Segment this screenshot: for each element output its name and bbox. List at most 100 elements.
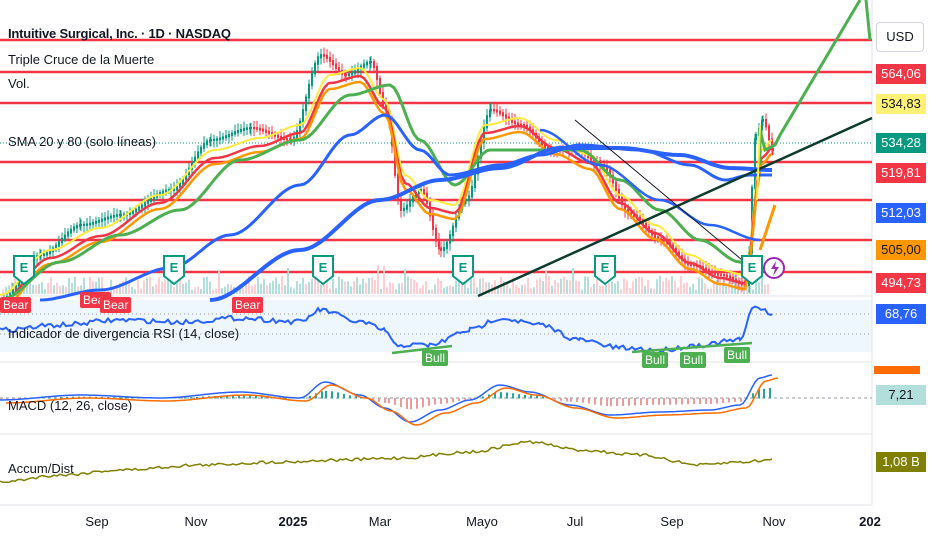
candle-body bbox=[225, 135, 227, 139]
x-tick-label-0: Sep bbox=[85, 514, 109, 529]
indicator-triple-cruce-label[interactable]: Triple Cruce de la Muerte bbox=[8, 52, 155, 67]
candle-body bbox=[455, 216, 457, 228]
macd-signal-line bbox=[6, 377, 779, 426]
volume-bar bbox=[182, 283, 184, 294]
bull-signal-tag-4[interactable]: Bull bbox=[724, 347, 751, 363]
candle-body bbox=[765, 119, 767, 128]
volume-bar bbox=[497, 286, 499, 294]
volume-bar bbox=[719, 277, 721, 294]
macd-hist-bar bbox=[560, 398, 562, 401]
accum-dist-panel-label[interactable]: Accum/Dist bbox=[8, 461, 74, 476]
candle-body bbox=[465, 199, 467, 202]
candle-body bbox=[452, 225, 454, 237]
volume-bar bbox=[767, 284, 769, 294]
candle-body bbox=[317, 56, 319, 65]
bear-signal-tag-3[interactable]: Bear bbox=[100, 297, 132, 313]
x-tick-label-4: Mayo bbox=[466, 514, 498, 529]
candle-body bbox=[645, 222, 647, 229]
candle-body bbox=[138, 206, 140, 211]
macd-hist-bar bbox=[416, 398, 418, 409]
macd-hist-bar bbox=[113, 397, 115, 399]
volume-bar bbox=[626, 280, 628, 294]
macd-hist-bar bbox=[763, 388, 765, 399]
volume-bar bbox=[104, 289, 106, 294]
macd-hist-bar bbox=[769, 387, 771, 399]
candle-body bbox=[73, 226, 75, 231]
volume-bar bbox=[266, 285, 268, 294]
volume-bar bbox=[704, 283, 706, 294]
earnings-e-marker-2: E bbox=[312, 255, 334, 286]
candle-body bbox=[499, 110, 501, 115]
candle-body bbox=[541, 140, 543, 146]
dividend-bolt bbox=[771, 261, 779, 276]
volume-bar bbox=[551, 285, 553, 294]
volume-bar bbox=[476, 287, 478, 294]
volume-bar bbox=[119, 283, 121, 294]
bull-signal-tag-1[interactable]: Bull bbox=[422, 350, 449, 366]
macd-hist-bar bbox=[0, 398, 2, 400]
earnings-e-icon-1[interactable] bbox=[14, 256, 34, 284]
volume-bar bbox=[608, 282, 610, 294]
volume-bar bbox=[281, 276, 283, 294]
macd-signal-badge bbox=[874, 366, 920, 374]
macd-hist-bar bbox=[734, 398, 736, 402]
currency-button[interactable]: USD bbox=[876, 22, 924, 52]
symbol-title[interactable]: Intuitive Surgical, Inc. · 1D · NASDAQ bbox=[8, 26, 231, 41]
macd-hist-bar bbox=[740, 398, 742, 402]
volume-bar bbox=[299, 283, 301, 294]
indicator-sma-label[interactable]: SMA 20 y 80 (solo líneas) bbox=[8, 134, 157, 149]
bull-signal-tag-2[interactable]: Bull bbox=[642, 352, 669, 368]
price-badge-5: 512,03 bbox=[876, 203, 926, 223]
macd-hist-bar bbox=[699, 398, 701, 405]
candle-body bbox=[237, 129, 239, 134]
macd-hist-bar bbox=[372, 398, 374, 400]
bull-signal-tag-3[interactable]: Bull bbox=[680, 352, 707, 368]
candle-body bbox=[526, 124, 528, 129]
volume-bar bbox=[335, 288, 337, 294]
volume-bar bbox=[470, 278, 472, 294]
candle-body bbox=[308, 83, 310, 99]
indicator-volume-label[interactable]: Vol. bbox=[8, 76, 30, 91]
volume-bar bbox=[161, 281, 163, 294]
earnings-e-icon-3[interactable] bbox=[313, 256, 333, 284]
volume-bar bbox=[449, 285, 451, 294]
ma-orange-line bbox=[0, 80, 773, 311]
volume-bar bbox=[191, 289, 193, 294]
price-badge-4: 519,81 bbox=[876, 163, 926, 183]
candle-body bbox=[354, 70, 356, 75]
volume-bar bbox=[29, 281, 31, 294]
volume-bar bbox=[68, 277, 70, 294]
bear-signal-tag-4[interactable]: Bear bbox=[232, 297, 264, 313]
candle-body bbox=[320, 54, 322, 59]
rsi-panel-label[interactable]: Indicador de divergencia RSI (14, close) bbox=[8, 326, 240, 341]
candle-body bbox=[231, 132, 233, 136]
macd-hist-bar bbox=[119, 397, 121, 399]
bear-signal-tag-1[interactable]: Bear bbox=[0, 297, 32, 313]
volume-bar bbox=[554, 279, 556, 294]
volume-bar bbox=[56, 282, 58, 294]
volume-bar bbox=[701, 278, 703, 294]
volume-bar bbox=[401, 282, 403, 294]
volume-bar bbox=[158, 277, 160, 294]
candle-body bbox=[219, 137, 221, 141]
earnings-e-icon-4[interactable] bbox=[453, 256, 473, 284]
candle-body bbox=[329, 56, 331, 62]
volume-bar bbox=[422, 285, 424, 294]
volume-bar bbox=[38, 284, 40, 294]
candle-body bbox=[720, 273, 722, 276]
earnings-e-shape bbox=[163, 255, 185, 286]
macd-hist-bar bbox=[384, 398, 386, 403]
candle-body bbox=[590, 156, 592, 161]
earnings-e-icon-2[interactable] bbox=[164, 256, 184, 284]
volume-bar bbox=[533, 287, 535, 294]
macd-panel-label[interactable]: MACD (12, 26, close) bbox=[8, 398, 133, 413]
earnings-e-icon-5[interactable] bbox=[595, 256, 615, 284]
candle-body bbox=[123, 213, 125, 216]
candle-body bbox=[505, 114, 507, 119]
volume-bar bbox=[548, 276, 550, 294]
volume-bar bbox=[278, 283, 280, 294]
earnings-e-icon-6[interactable] bbox=[742, 256, 762, 284]
macd-hist-bar bbox=[518, 394, 520, 399]
volume-bar bbox=[431, 289, 433, 294]
